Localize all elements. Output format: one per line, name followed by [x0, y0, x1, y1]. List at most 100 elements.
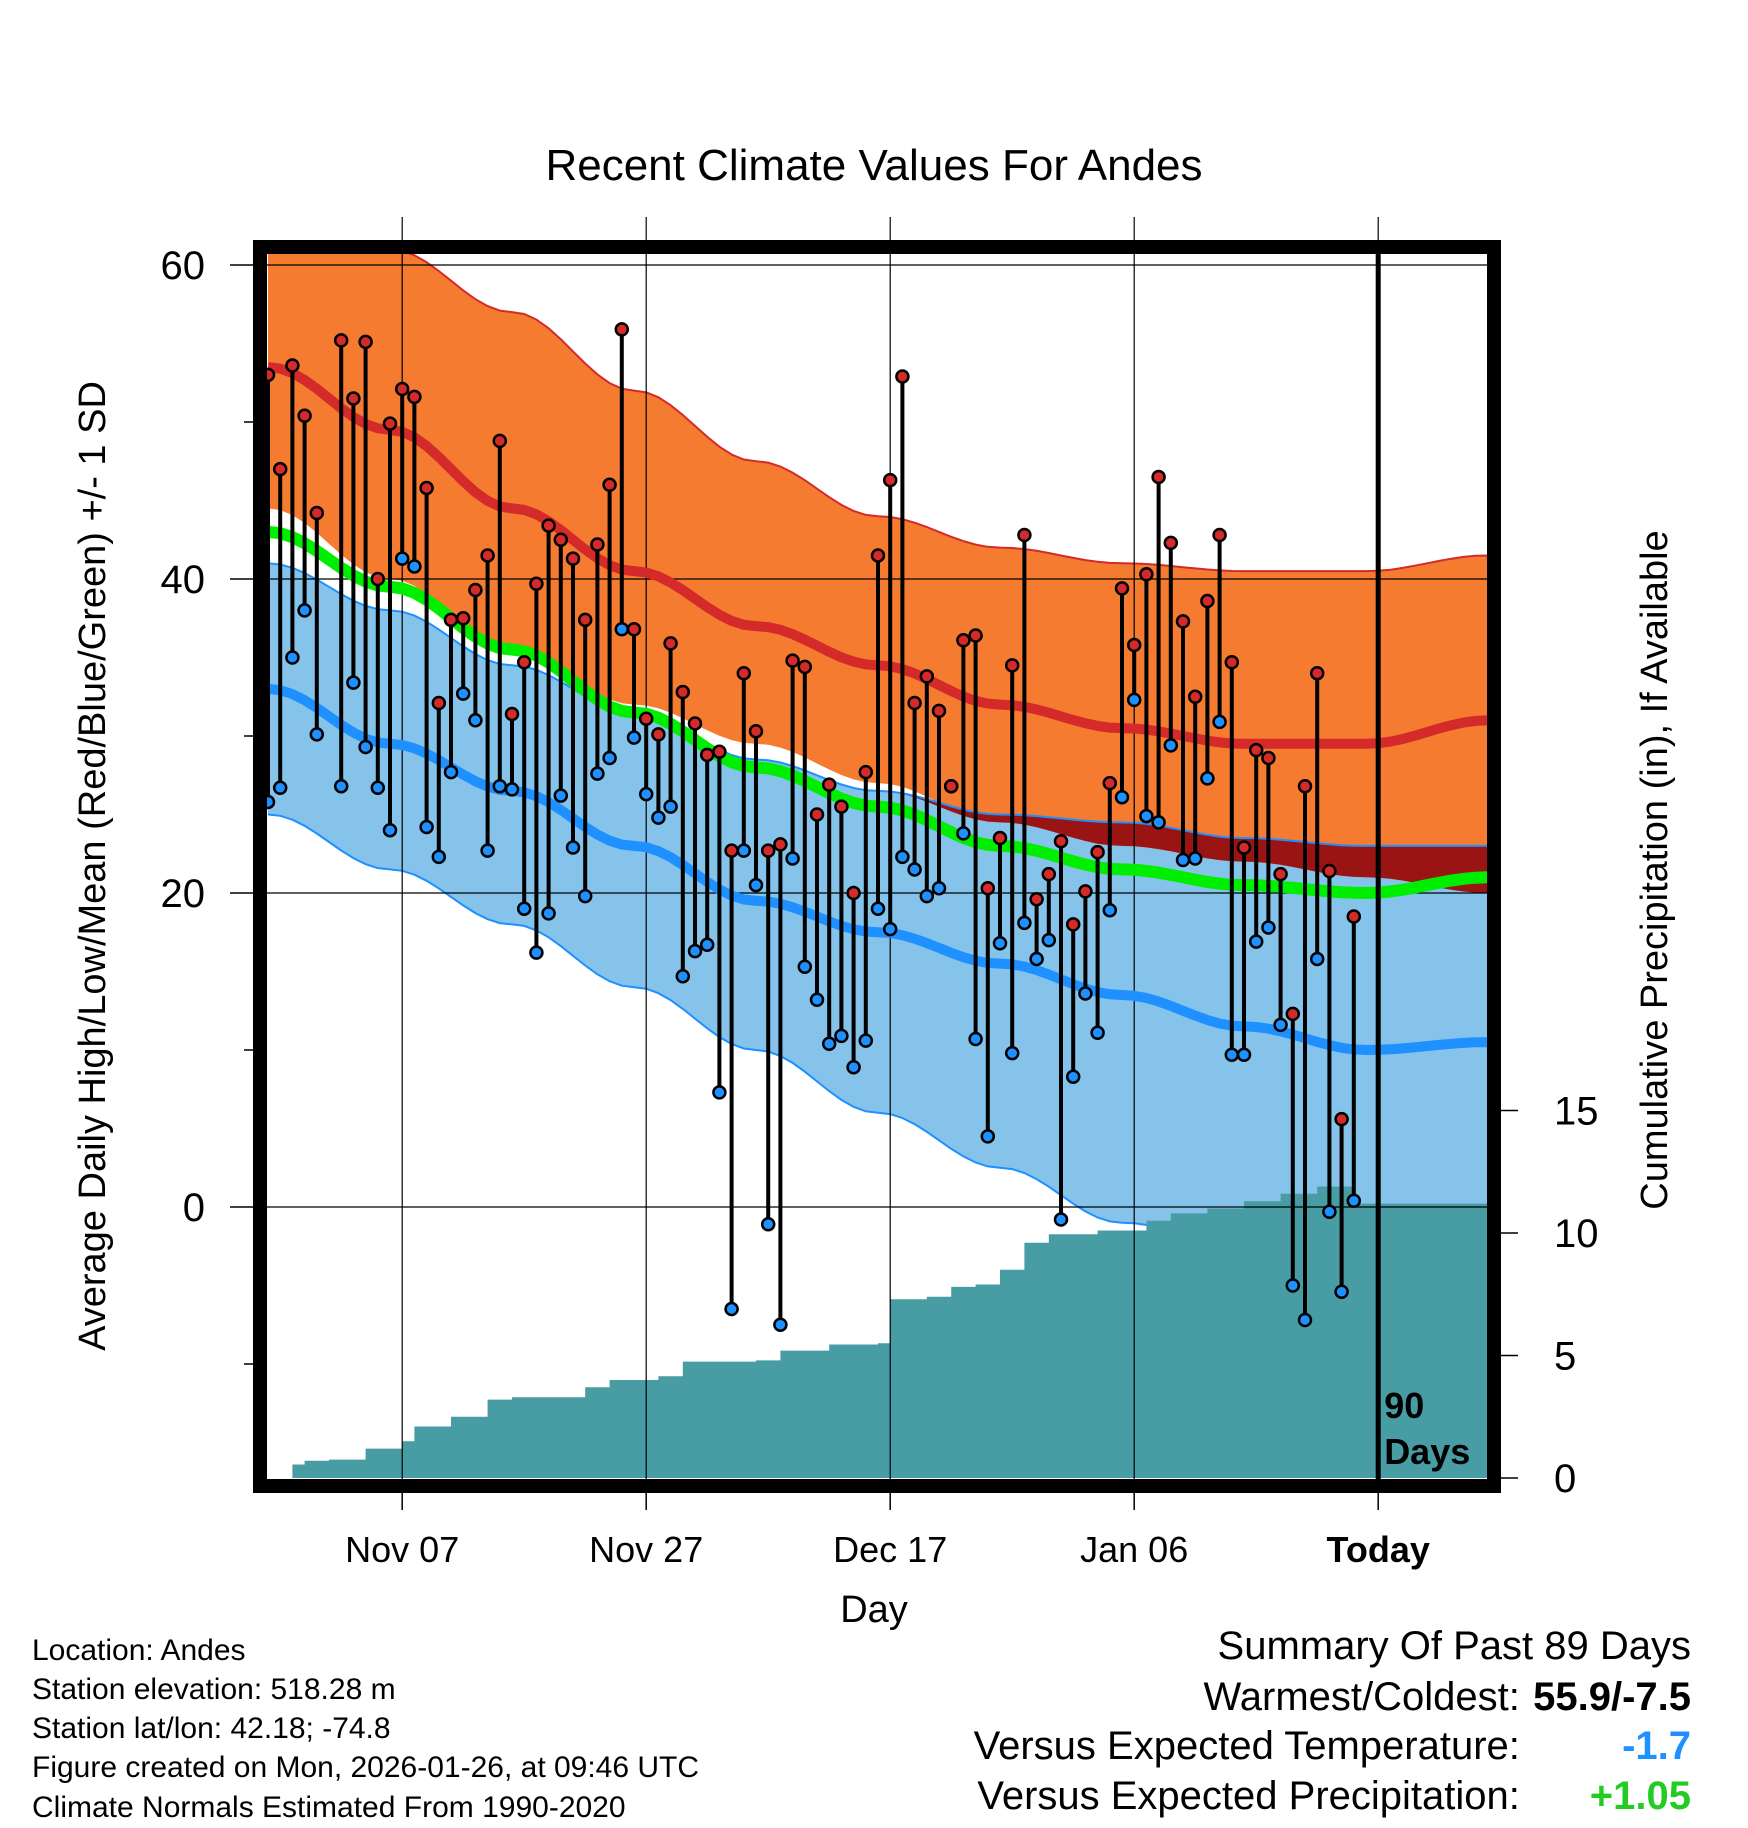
daily-high-point — [419, 480, 434, 496]
daily-low-point — [712, 1085, 727, 1100]
daily-high-point — [297, 408, 312, 423]
daily-high-point — [602, 477, 617, 493]
daily-low-point — [529, 945, 544, 960]
daily-low-point — [1224, 1047, 1240, 1062]
summary-temperature-value: -1.7 — [1622, 1724, 1691, 1768]
daily-low-point — [516, 901, 532, 916]
footer-normals: Climate Normals Estimated From 1990-2020 — [32, 1791, 626, 1824]
daily-high-point — [663, 636, 678, 651]
daily-low-point — [1078, 986, 1093, 1001]
daily-low-point — [1309, 951, 1325, 967]
daily-high-point — [1334, 1111, 1349, 1127]
daily-low-point — [663, 799, 678, 814]
daily-observations — [260, 322, 1362, 1332]
daily-low-point — [1065, 1069, 1081, 1084]
daily-high-point — [504, 706, 520, 722]
summary-warm-cold: Warmest/Coldest: 55.9/-7.5 — [1204, 1677, 1692, 1717]
overlap-band — [268, 563, 1488, 893]
daily-low-point — [1102, 903, 1118, 918]
normal-low-line — [267, 683, 1489, 1056]
daily-high-point — [980, 881, 996, 896]
daily-low-point — [992, 935, 1008, 951]
daily-high-point — [651, 727, 666, 742]
y-tick-label: 40 — [161, 558, 206, 602]
daily-high-point — [956, 632, 971, 648]
daily-low-point — [651, 810, 666, 825]
daily-low-point — [480, 843, 495, 858]
daily-low-point — [858, 1033, 874, 1048]
y-tick-label: 0 — [183, 1186, 205, 1230]
daily-high-point — [1285, 1006, 1301, 1022]
summary-precipitation-label: Versus Expected Precipitation: — [977, 1774, 1520, 1818]
daily-low-point — [1322, 1204, 1337, 1219]
daily-high-point — [1175, 614, 1191, 629]
daily-low-point — [785, 851, 800, 866]
daily-low-point — [504, 782, 520, 797]
daily-high-point — [1065, 917, 1081, 932]
today-days-number: 90 — [1384, 1385, 1424, 1426]
daily-high-point — [1017, 527, 1032, 543]
daily-low-point — [541, 906, 556, 921]
summary-temperature: Versus Expected Temperature: -1.7 — [974, 1726, 1691, 1766]
daily-high-point — [516, 654, 532, 670]
y-right-tick-label: 5 — [1554, 1335, 1576, 1379]
daily-high-point — [992, 830, 1008, 846]
daily-low-point — [1285, 1278, 1301, 1293]
daily-low-point — [968, 1031, 983, 1047]
daily-low-point — [919, 888, 935, 904]
daily-high-point — [541, 518, 556, 533]
daily-high-point — [1248, 742, 1264, 758]
daily-high-point — [1163, 535, 1179, 551]
x-tick-label: Nov 27 — [589, 1529, 703, 1570]
daily-low-point — [602, 750, 617, 766]
daily-high-point — [407, 389, 422, 405]
daily-low-point — [931, 881, 947, 896]
daily-low-point — [297, 603, 312, 618]
daily-high-point — [1212, 527, 1227, 543]
daily-low-point — [1187, 851, 1203, 866]
y-tick-label: 20 — [161, 872, 206, 916]
daily-high-point — [626, 621, 642, 637]
daily-high-point — [760, 843, 776, 858]
y-right-tick-label: 10 — [1554, 1212, 1599, 1256]
daily-high-point — [638, 711, 654, 726]
daily-low-point — [1053, 1212, 1069, 1227]
daily-high-point — [858, 764, 874, 780]
daily-low-point — [1004, 1045, 1020, 1061]
daily-high-point — [919, 669, 935, 684]
daily-low-point — [724, 1301, 739, 1317]
daily-low-point — [760, 1217, 776, 1232]
plot-frame — [253, 240, 1501, 1493]
daily-low-point — [272, 780, 288, 796]
daily-high-point — [895, 369, 910, 384]
daily-high-point — [1273, 866, 1288, 882]
daily-low-point — [1334, 1284, 1349, 1300]
daily-high-point — [1126, 637, 1142, 653]
daily-low-point — [1114, 789, 1130, 805]
daily-high-point — [333, 333, 349, 348]
daily-low-point — [370, 780, 386, 796]
daily-high-point — [443, 612, 459, 628]
daily-low-point — [821, 1036, 837, 1051]
y-right-tick-label: 0 — [1554, 1457, 1576, 1501]
daily-low-point — [1297, 1312, 1313, 1328]
daily-low-point — [773, 1317, 788, 1332]
daily-low-point — [419, 819, 434, 835]
daily-low-point — [675, 968, 691, 984]
daily-high-point — [943, 778, 959, 794]
daily-high-point — [821, 777, 837, 792]
daily-low-point — [626, 730, 642, 745]
daily-high-point — [809, 807, 825, 822]
daily-high-point — [1346, 909, 1362, 924]
daily-low-point — [309, 727, 325, 742]
daily-high-point — [480, 548, 495, 563]
daily-low-point — [1248, 934, 1264, 949]
daily-high-point — [1139, 567, 1154, 582]
daily-low-point — [736, 843, 752, 858]
daily-high-point — [1322, 863, 1337, 879]
daily-low-point — [1151, 815, 1166, 830]
daily-high-point — [773, 837, 788, 852]
daily-high-point — [748, 724, 764, 739]
y-right-tick-label: 15 — [1554, 1090, 1599, 1134]
daily-high-point — [736, 665, 752, 681]
